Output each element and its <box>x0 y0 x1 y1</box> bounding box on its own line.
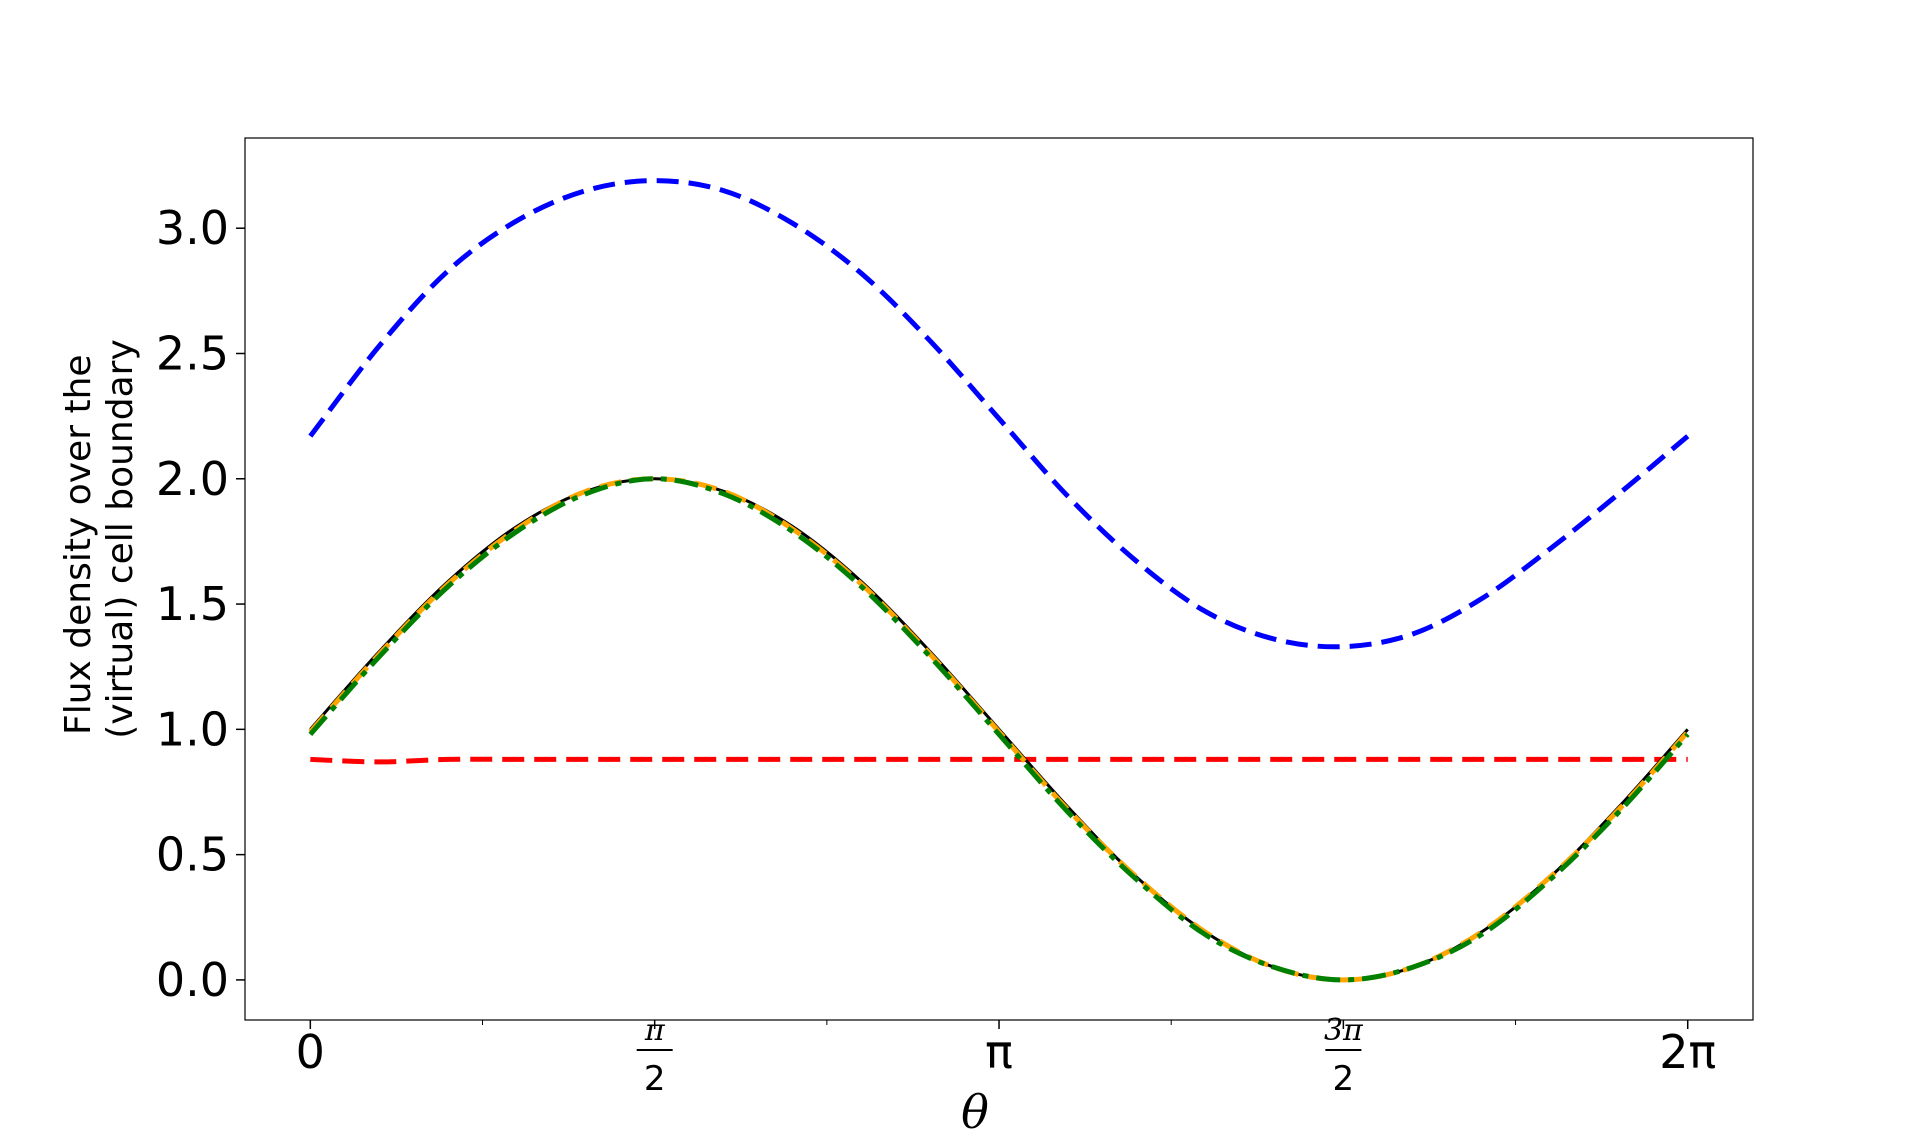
y-axis: 0.0 0.5 1.0 1.5 2.0 2.5 3.0 <box>156 201 245 1007</box>
y-axis-label-line-2: (virtual) cell boundary <box>100 339 141 739</box>
x-tick-label-0: 0 <box>296 1025 325 1079</box>
y-tick-label-1: 0.5 <box>156 828 229 882</box>
x-tick-label-4: 2π <box>1659 1025 1716 1079</box>
y-tick-label-5: 2.5 <box>156 326 229 380</box>
y-tick-label-6: 3.0 <box>156 201 229 255</box>
y-axis-label: Flux density over the (virtual) cell bou… <box>58 339 141 739</box>
x-tick-label-denominator-1: 2 <box>644 1059 666 1099</box>
series-line-2 <box>310 756 1688 765</box>
series-line-1 <box>308 178 1690 650</box>
y-tick-label-4: 2.0 <box>156 452 229 506</box>
y-tick-label-3: 1.5 <box>156 577 229 631</box>
y-axis-label-line-1: Flux density over the <box>58 354 99 735</box>
x-tick-label-numerator-3: 3π <box>1324 1013 1364 1048</box>
x-tick-label-denominator-3: 2 <box>1333 1059 1355 1099</box>
series-layer <box>308 178 1690 983</box>
series-line-5 <box>308 476 1690 983</box>
y-tick-label-2: 1.0 <box>156 702 229 756</box>
x-tick-label-numerator-1: π <box>644 1013 666 1048</box>
x-tick-label-2: π <box>985 1025 1013 1079</box>
y-tick-label-0: 0.0 <box>156 953 229 1007</box>
x-axis: 0 π2 π 3π2 2π <box>296 1013 1717 1099</box>
x-axis-label: θ <box>961 1085 989 1129</box>
